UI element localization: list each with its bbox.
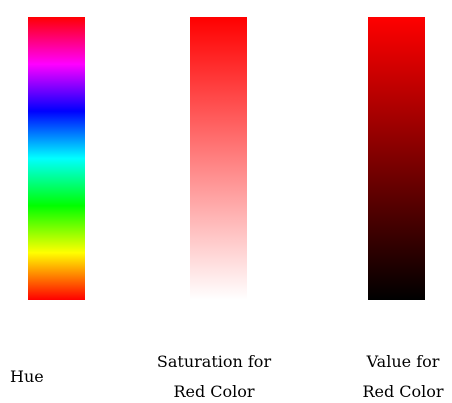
saturation-label: Saturation for Red Color [156,351,272,403]
hue-gradient-strip [28,17,85,300]
hue-label: Hue [10,366,44,388]
saturation-gradient-strip [190,17,247,300]
value-gradient-strip [368,17,425,300]
saturation-label-line-1: Saturation for [156,352,272,371]
hue-label-text: Hue [10,367,44,386]
value-label-line-2: Red Color [362,382,444,401]
value-label-line-1: Value for [366,352,440,371]
saturation-label-line-2: Red Color [173,382,255,401]
value-label: Value for Red Color [362,351,444,403]
